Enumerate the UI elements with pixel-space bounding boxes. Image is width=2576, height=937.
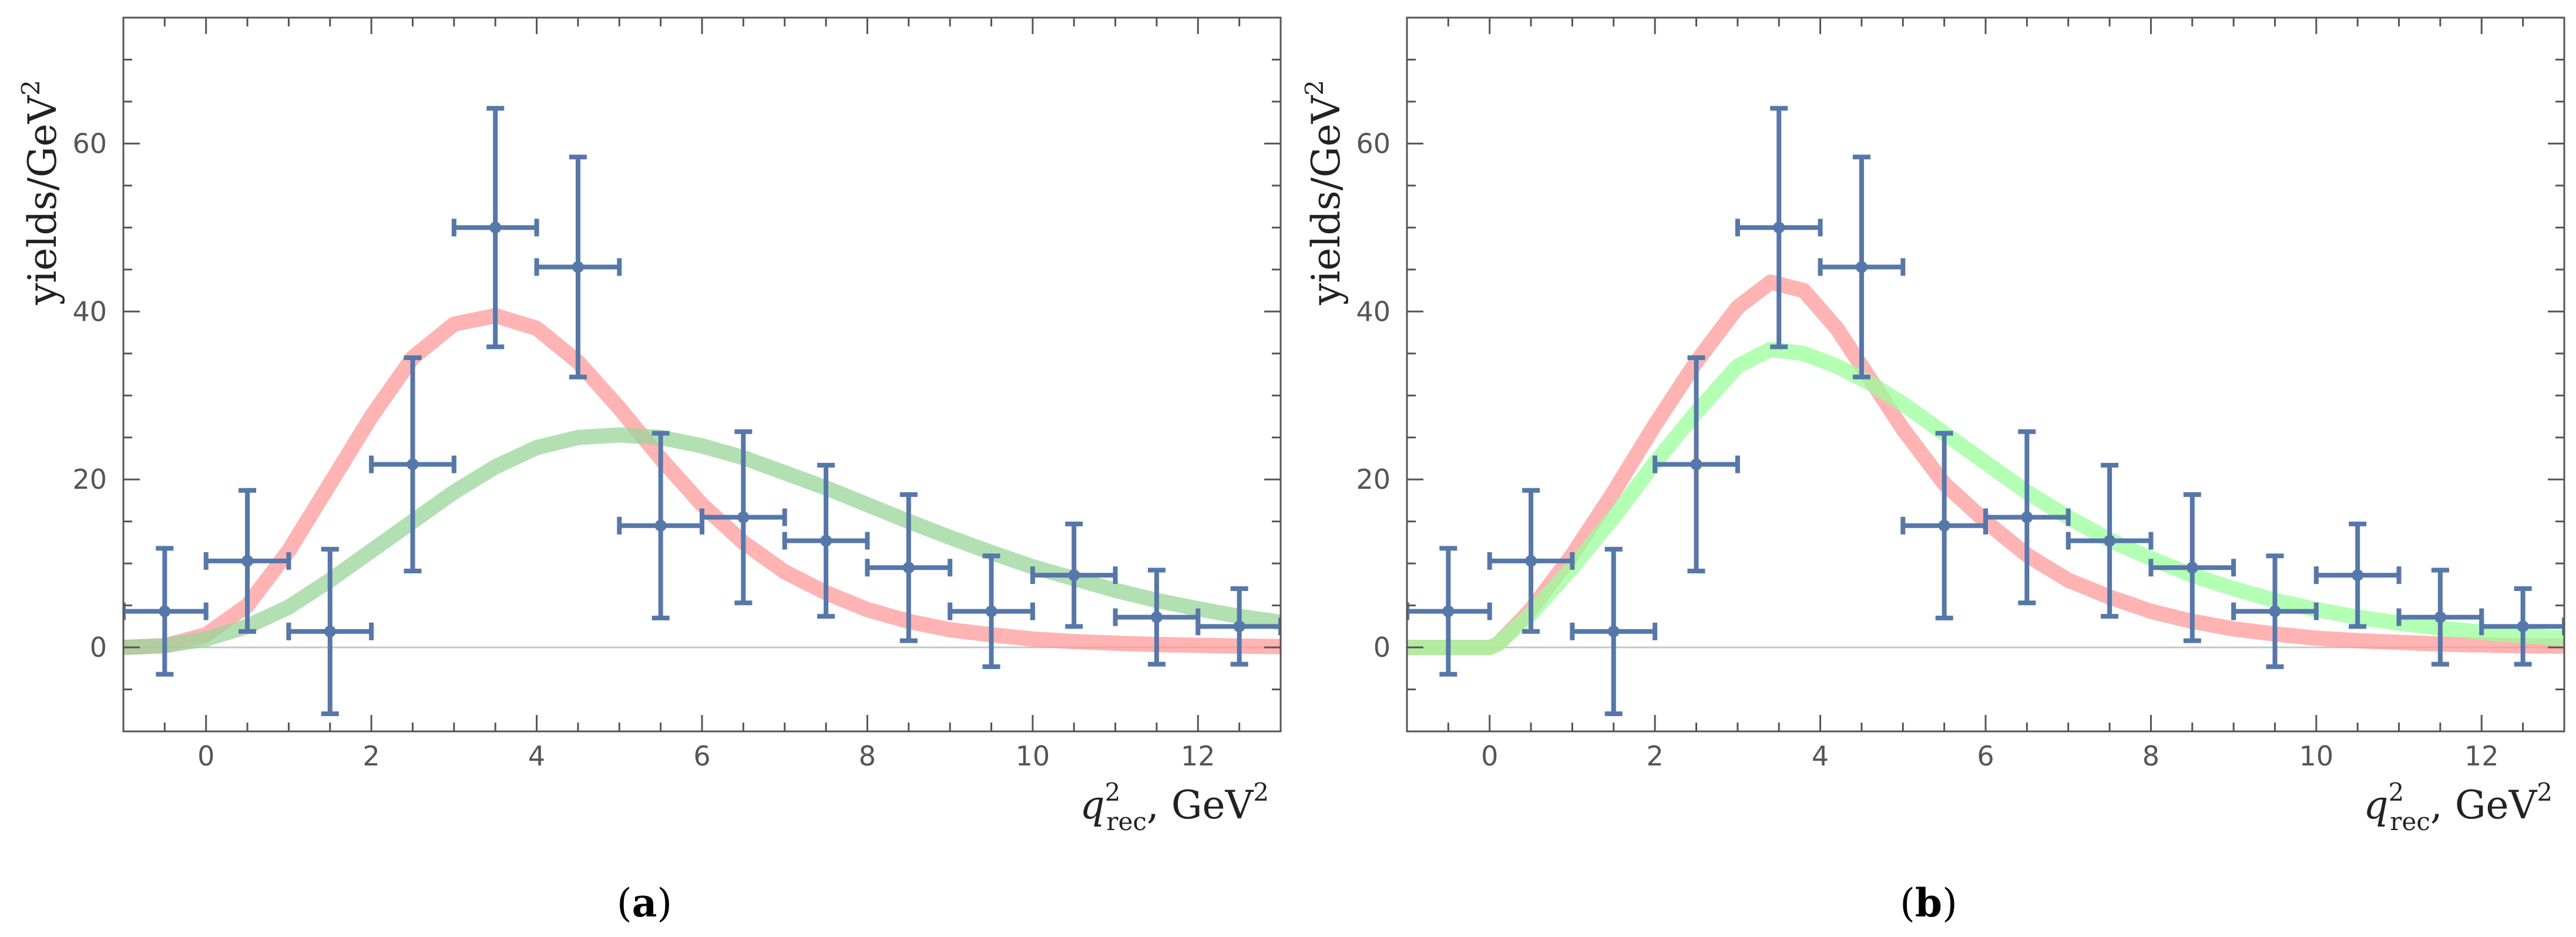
data-marker <box>1233 620 1245 633</box>
ticks <box>122 16 1282 733</box>
x-axis-title: q2 rec, GeV2 <box>1080 778 1269 836</box>
data-point <box>1570 546 1658 716</box>
ticks <box>1406 16 2565 733</box>
data-marker <box>1855 261 1868 273</box>
x-tick-label: 4 <box>528 740 545 772</box>
curves <box>123 308 1281 656</box>
x-tick-label: 12 <box>2464 740 2499 772</box>
data-marker <box>2104 535 2116 547</box>
data-marker <box>407 458 419 471</box>
data-point <box>700 429 787 606</box>
data-point <box>948 553 1035 669</box>
data-marker <box>1150 611 1163 623</box>
data-point <box>1900 431 1988 621</box>
data-marker <box>1607 625 1620 637</box>
data-point <box>1030 521 1118 629</box>
data-marker <box>159 605 171 617</box>
panel-label: (b) <box>1900 880 1957 926</box>
curves <box>1407 274 2564 656</box>
data-point <box>1653 355 1740 573</box>
x-tick-label: 10 <box>2299 740 2334 772</box>
data-point <box>534 155 622 379</box>
data-point <box>2065 462 2154 619</box>
y-tick-label: 40 <box>1356 295 1391 327</box>
x-tick-label: 2 <box>1647 740 1664 772</box>
x-tick-label: 0 <box>1481 740 1498 772</box>
data-point <box>2396 567 2484 667</box>
data-marker <box>324 625 336 637</box>
x-tick-label: 10 <box>1016 740 1050 772</box>
data-marker <box>1068 569 1080 582</box>
y-axis-title: yields/GeV2 <box>1300 80 1349 305</box>
y-tick-label: 40 <box>72 295 107 327</box>
data-point <box>617 431 704 621</box>
data-marker <box>2021 511 2033 523</box>
data-point <box>286 546 374 716</box>
plot-frame <box>122 16 1282 733</box>
y-tick-label: 0 <box>1373 632 1391 663</box>
data-marker <box>241 555 254 567</box>
data-point <box>1487 488 1575 634</box>
data-marker <box>1690 458 1702 471</box>
data-point <box>123 546 209 677</box>
y-axis-title: yields/GeV2 <box>16 80 65 305</box>
data-point <box>203 488 291 634</box>
data-point <box>1407 546 1492 677</box>
green-curve <box>123 427 1281 656</box>
data-point <box>782 462 870 619</box>
y-tick-label: 20 <box>1356 464 1391 495</box>
data-marker <box>985 605 998 617</box>
data-point <box>1735 106 1823 350</box>
data-marker <box>654 519 667 532</box>
x-tick-label: 8 <box>2142 740 2159 772</box>
y-tick-label: 0 <box>90 632 107 663</box>
data-marker <box>2434 611 2446 623</box>
data-marker <box>2186 562 2198 574</box>
data-point <box>451 106 539 350</box>
data-points <box>123 106 1281 716</box>
data-marker <box>2517 620 2529 633</box>
data-point <box>1195 586 1281 667</box>
data-marker <box>572 261 584 273</box>
data-point <box>865 492 953 643</box>
data-marker <box>1442 605 1455 617</box>
data-points <box>1407 106 2564 716</box>
data-point <box>2313 521 2402 629</box>
x-tick-label: 8 <box>859 740 876 772</box>
panel-b: 0 2 4 6 8 10 12 0 20 40 60 q2 rec, GeV2 yields/GeV2 (b… <box>1300 16 2565 926</box>
data-point <box>2479 586 2564 667</box>
x-axis-title: q2 rec, GeV2 <box>2363 778 2553 836</box>
data-marker <box>902 562 915 574</box>
data-point <box>369 355 456 573</box>
data-marker <box>2352 569 2364 582</box>
red-curve <box>123 308 1281 656</box>
data-point <box>2231 553 2319 669</box>
green-curve <box>1407 341 2564 656</box>
y-tick-label: 20 <box>72 464 107 495</box>
data-marker <box>1773 221 1785 234</box>
data-marker <box>489 221 502 234</box>
data-point <box>1818 155 1906 379</box>
y-tick-label: 60 <box>1356 127 1391 159</box>
y-tick-label: 60 <box>72 127 107 159</box>
data-marker <box>737 511 750 523</box>
data-marker <box>1938 519 1950 532</box>
data-marker <box>2269 605 2281 617</box>
x-tick-label: 4 <box>1812 740 1829 772</box>
panel-a: 0 2 4 6 8 10 12 0 20 40 60 q2 rec, GeV2 yields/GeV2 (a… <box>16 16 1282 926</box>
x-tick-label: 0 <box>197 740 214 772</box>
x-tick-label: 6 <box>1977 740 1994 772</box>
data-marker <box>1525 555 1537 567</box>
x-tick-label: 6 <box>693 740 710 772</box>
data-point <box>2148 492 2236 643</box>
data-point <box>1983 429 2071 606</box>
x-tick-label: 12 <box>1181 740 1215 772</box>
red-curve <box>1407 274 2564 656</box>
panel-label: (a) <box>617 880 672 926</box>
x-tick-label: 2 <box>363 740 380 772</box>
data-marker <box>820 535 832 547</box>
